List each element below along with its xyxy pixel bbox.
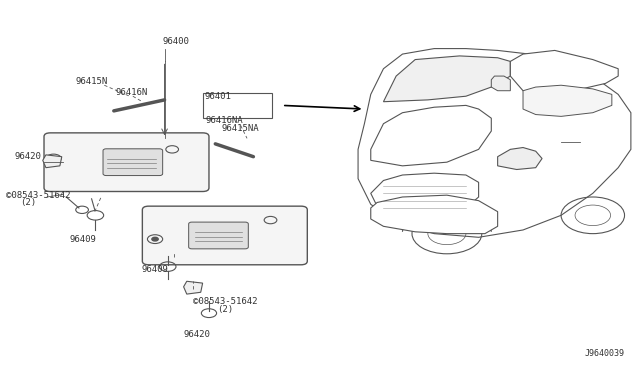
Polygon shape: [383, 56, 510, 102]
Polygon shape: [371, 105, 492, 166]
Polygon shape: [498, 148, 542, 170]
Text: 96415NA: 96415NA: [221, 124, 259, 132]
Polygon shape: [492, 76, 510, 91]
Circle shape: [51, 157, 57, 160]
Text: (2): (2): [20, 198, 36, 207]
Text: 96420: 96420: [184, 330, 211, 339]
Text: 96409: 96409: [141, 265, 168, 274]
Polygon shape: [523, 85, 612, 116]
Text: ©08543-51642: ©08543-51642: [193, 297, 258, 306]
Circle shape: [152, 237, 158, 241]
Text: 96401: 96401: [205, 92, 232, 101]
FancyBboxPatch shape: [103, 149, 163, 176]
Polygon shape: [510, 51, 618, 93]
Text: ©08543-51642: ©08543-51642: [6, 191, 70, 200]
Text: 96400: 96400: [163, 37, 189, 46]
FancyBboxPatch shape: [142, 206, 307, 265]
Text: 96415N: 96415N: [76, 77, 108, 86]
FancyBboxPatch shape: [189, 222, 248, 249]
Polygon shape: [371, 195, 498, 234]
Text: J9640039: J9640039: [584, 349, 625, 358]
FancyBboxPatch shape: [44, 133, 209, 192]
FancyBboxPatch shape: [203, 93, 273, 118]
Text: 96420: 96420: [14, 152, 41, 161]
Text: 96409: 96409: [69, 235, 96, 244]
Text: 96416NA: 96416NA: [206, 116, 243, 125]
Text: (2): (2): [217, 305, 234, 314]
Polygon shape: [184, 281, 203, 294]
Text: 96416N: 96416N: [116, 88, 148, 97]
Polygon shape: [43, 155, 62, 168]
Polygon shape: [371, 173, 479, 215]
Polygon shape: [358, 49, 631, 237]
